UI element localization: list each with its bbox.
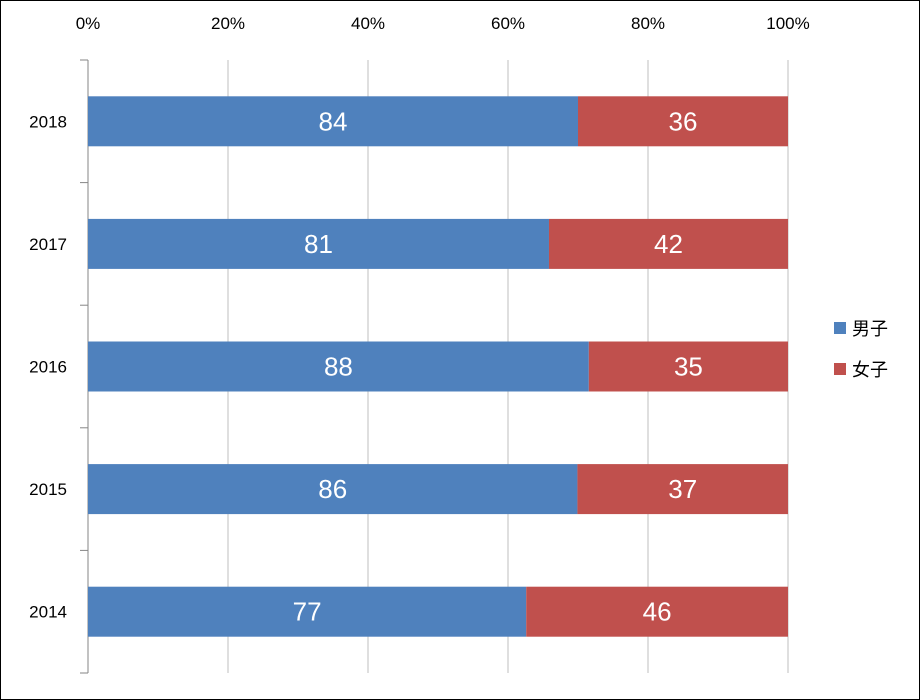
bar-segment — [578, 96, 788, 147]
data-labels: 84 36 81 42 88 35 86 37 77 46 — [293, 106, 703, 626]
data-label: 77 — [293, 597, 322, 627]
x-tick-label: 60% — [491, 14, 525, 33]
category-label: 2017 — [29, 235, 67, 254]
data-label: 37 — [668, 474, 697, 504]
category-label: 2015 — [29, 480, 67, 499]
bar-segment — [88, 218, 549, 269]
x-axis-ticks: 0% 20% 40% 60% 80% 100% — [76, 14, 810, 33]
bar-segment — [548, 218, 788, 269]
category-label: 2016 — [29, 358, 67, 377]
data-label: 46 — [643, 597, 672, 627]
data-label: 36 — [669, 106, 698, 136]
data-label: 81 — [304, 229, 333, 259]
x-tick-label: 40% — [351, 14, 385, 33]
bar-segment — [577, 464, 788, 515]
x-tick-label: 0% — [76, 14, 101, 33]
bar-segment — [88, 96, 578, 147]
legend-label: 女子 — [852, 360, 888, 380]
data-label: 84 — [319, 106, 348, 136]
legend-swatch — [834, 322, 846, 334]
legend-label: 男子 — [852, 319, 888, 339]
bar-segment — [526, 586, 788, 637]
category-label: 2018 — [29, 112, 67, 131]
x-tick-label: 20% — [211, 14, 245, 33]
data-label: 88 — [324, 352, 353, 382]
category-label: 2014 — [29, 603, 67, 622]
bar-segment — [588, 341, 788, 392]
data-label: 35 — [674, 352, 703, 382]
legend-swatch — [834, 363, 846, 375]
category-labels: 2018 2017 2016 2015 2014 — [29, 112, 67, 621]
y-axis — [80, 59, 89, 674]
bar-segment — [88, 586, 527, 637]
x-tick-label: 80% — [631, 14, 665, 33]
bar-segment — [88, 464, 578, 515]
x-tick-label: 100% — [766, 14, 809, 33]
bars — [88, 96, 788, 637]
data-label: 86 — [318, 474, 347, 504]
data-label: 42 — [654, 229, 683, 259]
bar-segment — [88, 341, 589, 392]
